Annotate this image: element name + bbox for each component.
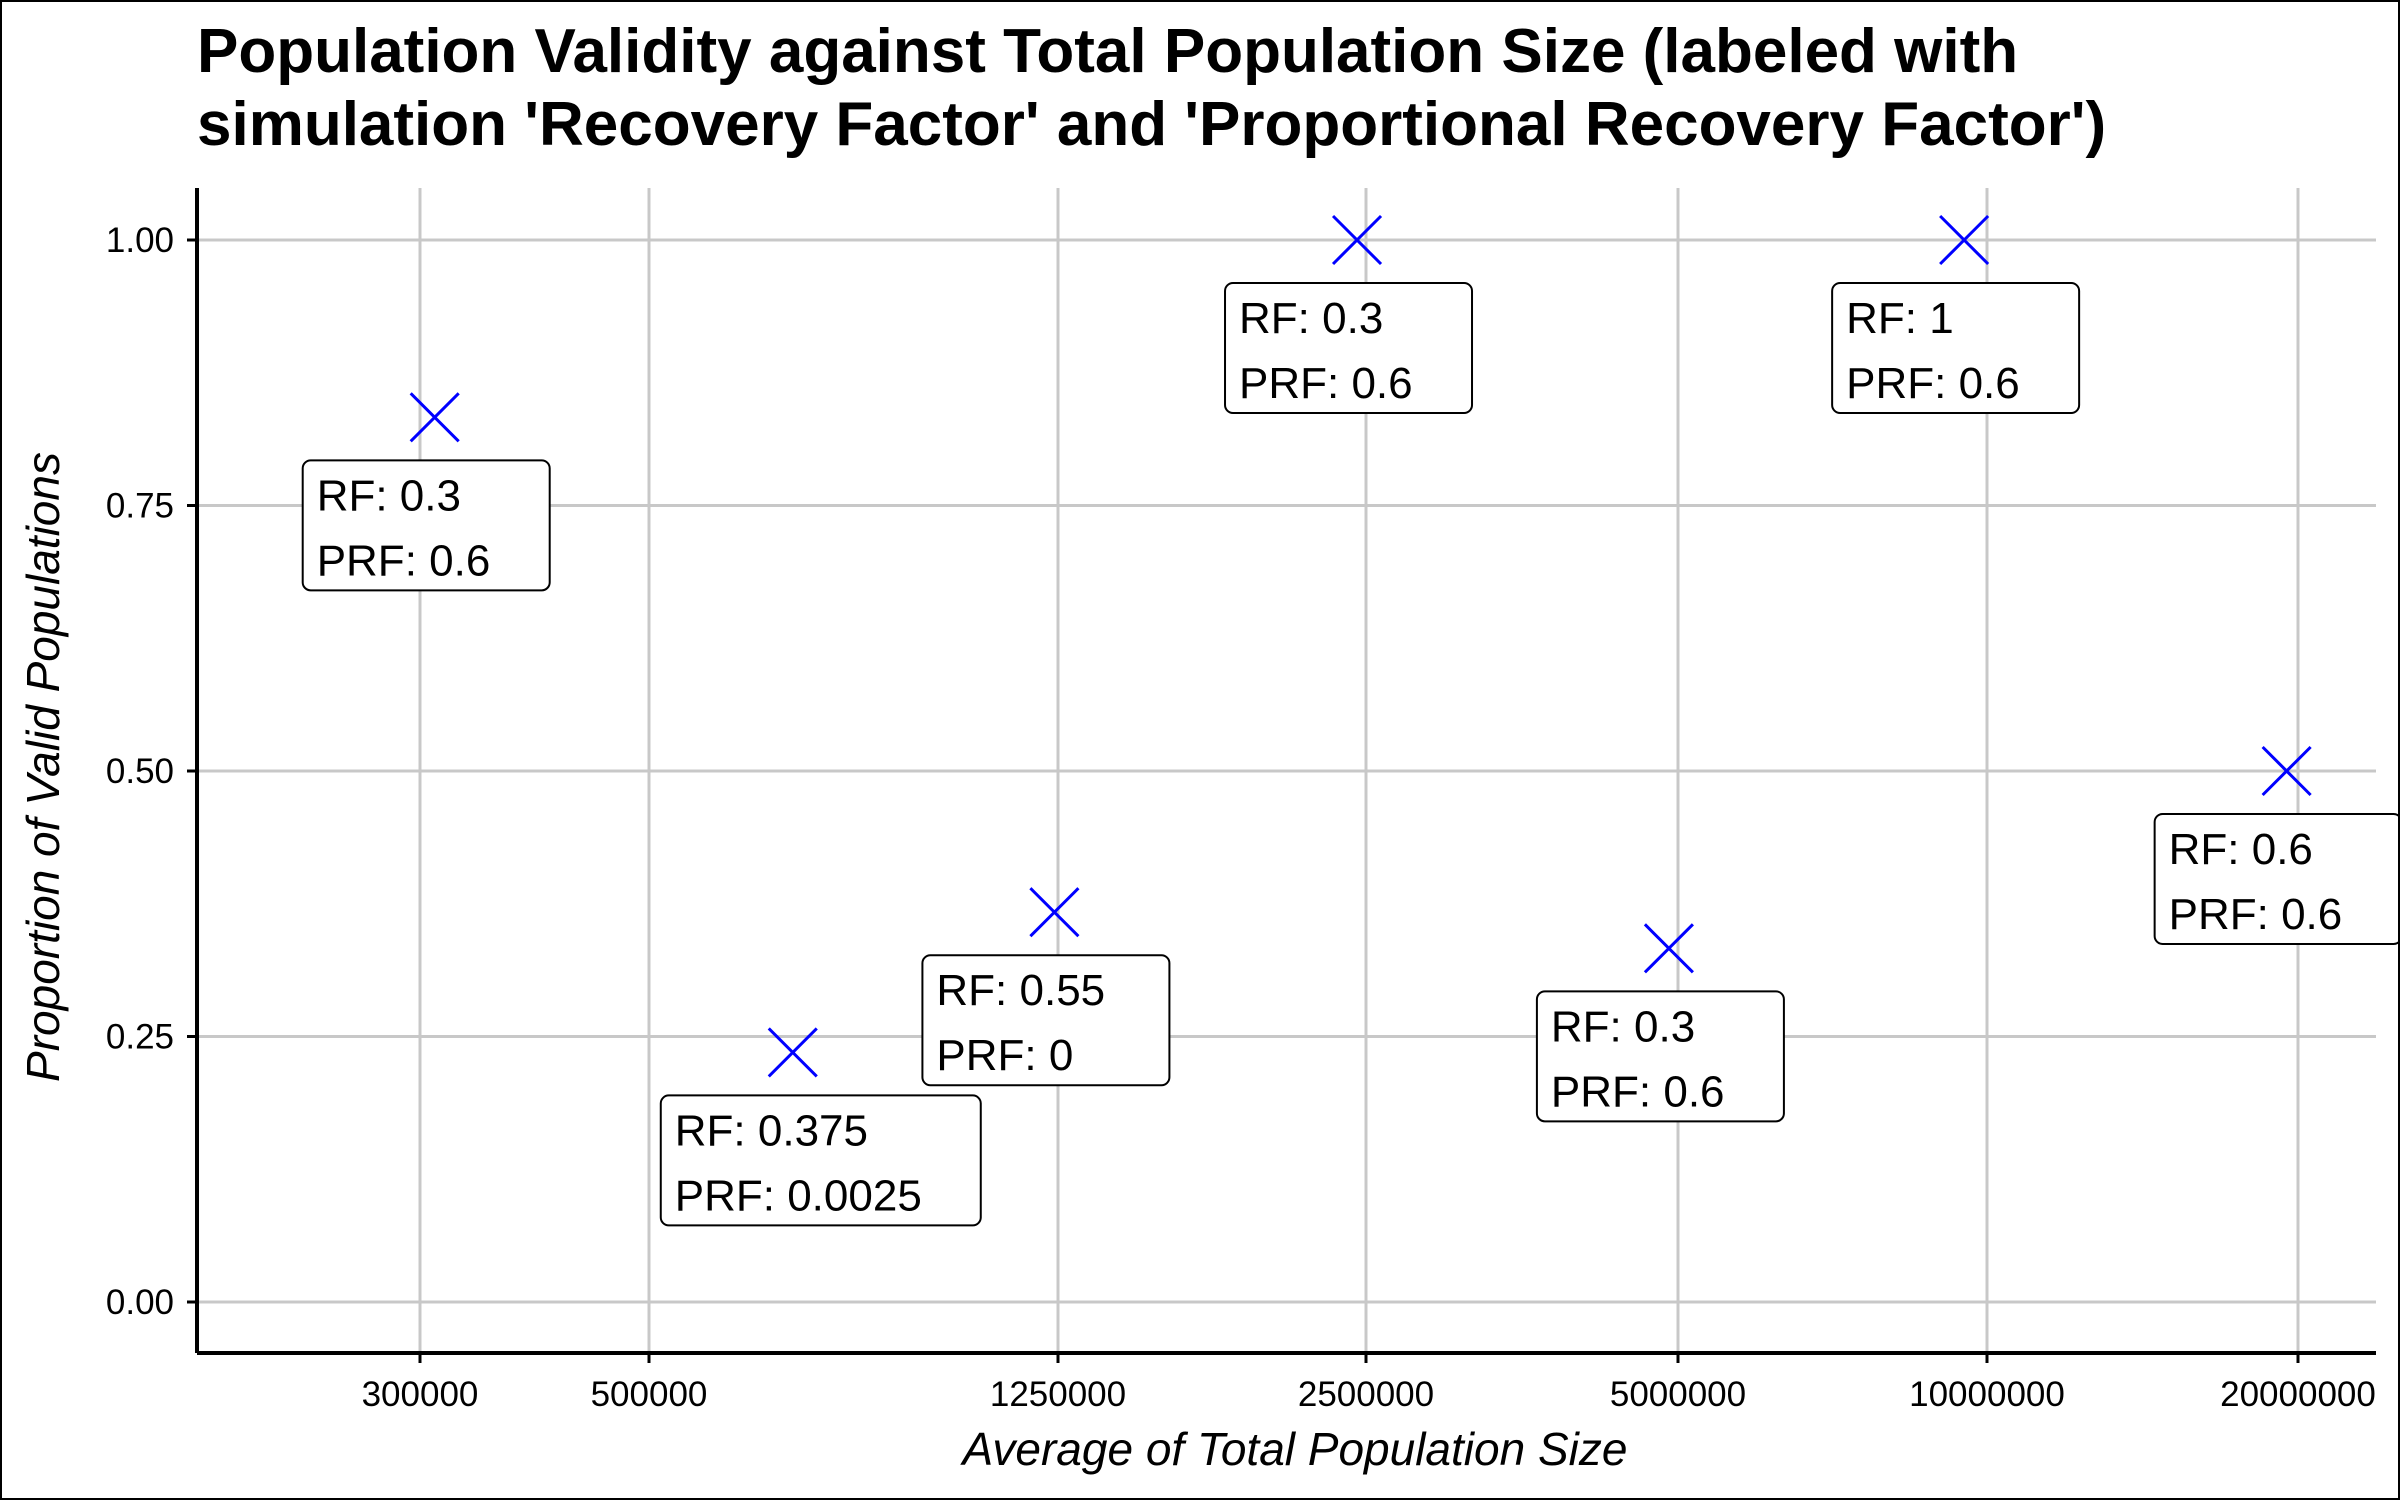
data-points	[409, 214, 2312, 1078]
data-point-stroke	[1331, 214, 1383, 266]
data-point	[767, 1027, 818, 1078]
point-label: RF: 0.3 PRF: 0.6	[301, 459, 551, 592]
y-axis-title: Proportion of Valid Populations	[17, 452, 69, 1082]
chart-title-line-2: simulation 'Recovery Factor' and 'Propor…	[197, 90, 2106, 159]
point-label: RF: 0.3 PRF: 0.6	[1224, 282, 1474, 414]
axes	[187, 188, 2376, 1363]
point-label-box	[1224, 282, 1474, 414]
y-tick-label: 0.25	[106, 1018, 174, 1057]
point-label-text: PRF: 0.6	[2169, 890, 2343, 939]
x-tick-label: 2500000	[1298, 1375, 1434, 1414]
point-label: RF: 0.6 PRF: 0.6	[2153, 813, 2398, 945]
data-point-stroke	[1643, 923, 1694, 974]
point-label-text: PRF: 0.6	[1846, 359, 2020, 408]
point-label-text: RF: 0.55	[936, 966, 1105, 1015]
x-tick-label: 500000	[591, 1375, 708, 1414]
point-label-text: RF: 1	[1846, 294, 1954, 343]
data-point-stroke	[767, 1027, 818, 1078]
data-point	[409, 392, 460, 443]
x-tick-label: 300000	[362, 1375, 479, 1414]
point-label-box	[1831, 282, 2081, 414]
point-label-text: RF: 0.3	[1551, 1002, 1695, 1051]
point-label-box	[2153, 813, 2398, 945]
point-label: RF: 1 PRF: 0.6	[1831, 282, 2081, 414]
point-label-text: RF: 0.375	[675, 1106, 868, 1155]
data-point	[1643, 923, 1694, 974]
data-point-stroke	[1939, 214, 1990, 266]
point-label: RF: 0.55 PRF: 0	[921, 954, 1171, 1087]
data-point-stroke	[409, 392, 460, 443]
x-tick-label: 20000000	[2220, 1375, 2376, 1414]
y-tick-label: 0.75	[106, 487, 174, 526]
tick-labels: 0.00 0.25 0.50 0.75 1.00 300000 500000 1250000 2…	[106, 221, 2376, 1414]
data-point	[2261, 745, 2312, 797]
data-point	[1939, 214, 1990, 266]
point-label-box	[921, 954, 1171, 1087]
chart-title-line-1: Population Validity against Total Popula…	[197, 17, 2018, 86]
point-label-text: RF: 0.6	[2169, 825, 2313, 874]
point-label-text: RF: 0.3	[1239, 294, 1383, 343]
data-point-stroke	[1029, 887, 1080, 938]
data-point-stroke	[2261, 745, 2312, 797]
y-tick-label: 0.50	[106, 752, 174, 791]
point-label-box	[659, 1094, 982, 1227]
point-label-box	[1535, 990, 1785, 1123]
data-point	[1331, 214, 1383, 266]
point-label-text: PRF: 0.0025	[675, 1171, 922, 1220]
point-label: RF: 0.375 PRF: 0.0025	[659, 1094, 982, 1227]
point-label-text: PRF: 0.6	[317, 536, 491, 585]
y-tick-label: 0.00	[106, 1283, 174, 1322]
x-axis-title: Average of Total Population Size	[960, 1423, 1628, 1475]
point-label-text: RF: 0.3	[317, 471, 461, 520]
point-label-box	[301, 459, 551, 592]
x-tick-label: 10000000	[1909, 1375, 2065, 1414]
point-label-text: PRF: 0	[936, 1031, 1073, 1080]
y-tick-label: 1.00	[106, 221, 174, 260]
x-tick-label: 1250000	[990, 1375, 1126, 1414]
data-point	[1029, 887, 1080, 938]
point-label-text: PRF: 0.6	[1239, 359, 1413, 408]
point-label-text: PRF: 0.6	[1551, 1067, 1725, 1116]
x-tick-label: 5000000	[1610, 1375, 1746, 1414]
point-label: RF: 0.3 PRF: 0.6	[1535, 990, 1785, 1123]
